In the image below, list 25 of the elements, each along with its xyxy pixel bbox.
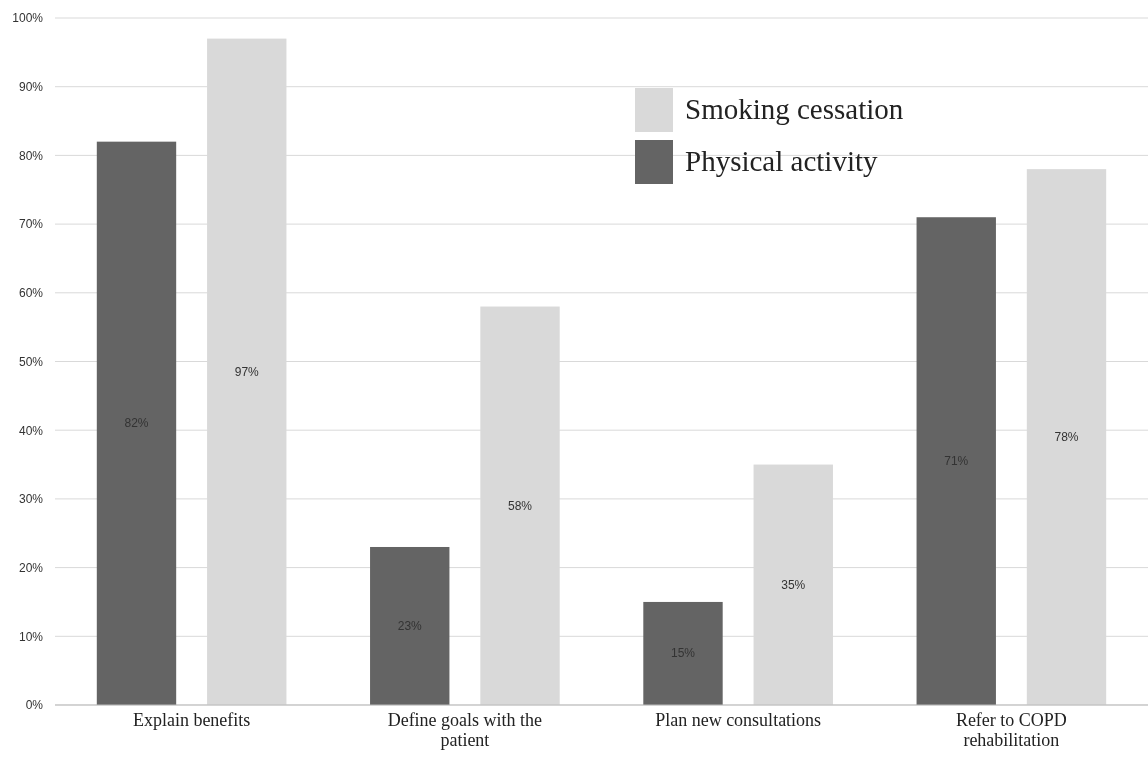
legend-label: Physical activity [685,145,878,177]
bar [643,601,723,705]
x-tick-label: Explain benefits [132,709,251,730]
y-tick-label: 90% [18,80,44,95]
y-tick-label: 10% [18,629,44,644]
y-tick-label: 30% [18,492,44,507]
legend-label: Smoking cessation [685,93,904,125]
y-tick-label: 20% [18,560,44,575]
data-label: 97% [234,364,260,379]
bar [916,217,996,705]
x-tick-label: Plan new consultations [655,709,822,730]
y-tick-label: 0% [25,698,44,713]
y-tick-label: 40% [18,423,44,438]
x-tick-label: Refer to COPD rehabilitation [955,709,1067,750]
bar [370,546,450,705]
data-label: 35% [781,577,806,592]
y-tick-label: 80% [18,148,44,163]
y-tick-label: 50% [18,354,44,369]
y-tick-label: 70% [18,217,44,232]
data-label: 58% [507,498,533,513]
data-label: 78% [1054,430,1079,445]
bar [96,141,177,705]
y-tick-label: 60% [18,286,44,301]
x-tick-label: Define goals with the patient [387,709,543,750]
y-tick-label: 100% [12,11,44,26]
